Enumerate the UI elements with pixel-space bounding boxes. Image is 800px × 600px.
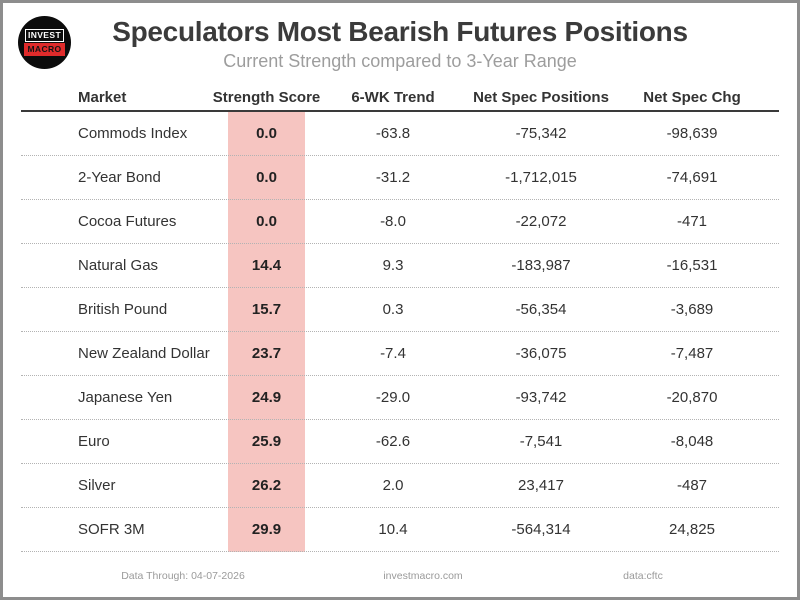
cell-net-spec-positions: -75,342 [515, 125, 567, 142]
cell-net-spec-positions: -183,987 [511, 257, 571, 274]
cell-strength-score: 0.0 [256, 169, 277, 186]
cell-net-spec-positions: 23,417 [518, 477, 564, 494]
futures-table: Market Strength Score 6-WK Trend Net Spe… [21, 84, 779, 552]
cell-net-spec-chg: -16,531 [666, 257, 718, 274]
table-row: 2-Year Bond 0.0 -31.2 -1,712,015 -74,691 [21, 156, 779, 200]
table-row: Euro 25.9 -62.6 -7,541 -8,048 [21, 420, 779, 464]
logo-text-macro: MACRO [24, 43, 65, 56]
cell-net-spec-chg: 24,825 [669, 521, 715, 538]
footer-website: investmacro.com [383, 570, 463, 582]
cell-strength-score: 0.0 [256, 213, 277, 230]
page-title: Speculators Most Bearish Futures Positio… [112, 16, 688, 47]
cell-net-spec-chg: -487 [676, 477, 708, 494]
cell-6wk-trend: 10.4 [378, 521, 408, 538]
column-header-net-spec-chg: Net Spec Chg [643, 88, 741, 106]
cell-net-spec-chg: -74,691 [666, 169, 718, 186]
cell-net-spec-positions: -564,314 [511, 521, 571, 538]
column-header-strength-score: Strength Score [212, 88, 321, 106]
logo-text-invest: INVEST [24, 29, 65, 42]
cell-strength-score: 23.7 [251, 345, 282, 362]
cell-market: Commods Index [78, 125, 188, 142]
cell-6wk-trend: 2.0 [382, 477, 404, 494]
cell-market: Silver [78, 477, 116, 494]
table-header-row: Market Strength Score 6-WK Trend Net Spe… [21, 84, 779, 112]
cell-market: Cocoa Futures [78, 213, 177, 230]
table-row: Natural Gas 14.4 9.3 -183,987 -16,531 [21, 244, 779, 288]
cell-6wk-trend: -62.6 [375, 433, 411, 450]
cell-6wk-trend: -7.4 [380, 345, 406, 362]
column-header-6wk-trend: 6-WK Trend [351, 88, 435, 106]
cell-6wk-trend: 0.3 [382, 301, 404, 318]
cell-net-spec-positions: -93,742 [515, 389, 567, 406]
investmacro-logo-icon: INVEST MACRO [18, 16, 71, 69]
cell-net-spec-positions: -36,075 [515, 345, 567, 362]
cell-net-spec-positions: -22,072 [515, 213, 567, 230]
cell-market: Japanese Yen [78, 389, 173, 406]
table-row: British Pound 15.7 0.3 -56,354 -3,689 [21, 288, 779, 332]
cell-market: Euro [78, 433, 110, 450]
cell-net-spec-positions: -7,541 [519, 433, 563, 450]
cell-strength-score: 29.9 [251, 521, 282, 538]
cell-net-spec-chg: -471 [676, 213, 708, 230]
table-row: SOFR 3M 29.9 10.4 -564,314 24,825 [21, 508, 779, 552]
cell-market: British Pound [78, 301, 168, 318]
cell-net-spec-positions: -1,712,015 [505, 169, 577, 186]
table-body: Commods Index 0.0 -63.8 -75,342 -98,639 2-Yea… [21, 112, 779, 552]
cell-market: Natural Gas [78, 257, 159, 274]
table-row: Cocoa Futures 0.0 -8.0 -22,072 -471 [21, 200, 779, 244]
cell-market: SOFR 3M [78, 521, 145, 538]
page-subtitle: Current Strength compared to 3-Year Rang… [223, 51, 577, 71]
cell-net-spec-chg: -8,048 [670, 433, 714, 450]
footer-data-source: data:cftc [623, 570, 663, 582]
cell-strength-score: 0.0 [256, 125, 277, 142]
strength-score-highlight-band [228, 112, 305, 552]
cell-net-spec-chg: -3,689 [670, 301, 714, 318]
cell-net-spec-positions: -56,354 [515, 301, 567, 318]
cell-market: New Zealand Dollar [78, 345, 210, 362]
cell-6wk-trend: -31.2 [375, 169, 411, 186]
cell-market: 2-Year Bond [78, 169, 161, 186]
cell-net-spec-chg: -7,487 [670, 345, 714, 362]
cell-net-spec-chg: -20,870 [666, 389, 718, 406]
cell-strength-score: 25.9 [251, 433, 282, 450]
cell-6wk-trend: -29.0 [375, 389, 411, 406]
table-row: Silver 26.2 2.0 23,417 -487 [21, 464, 779, 508]
table-row: Japanese Yen 24.9 -29.0 -93,742 -20,870 [21, 376, 779, 420]
cell-net-spec-chg: -98,639 [666, 125, 718, 142]
cell-strength-score: 26.2 [251, 477, 282, 494]
cell-6wk-trend: -8.0 [380, 213, 406, 230]
footer-data-through: Data Through: 04-07-2026 [121, 570, 245, 582]
table-row: Commods Index 0.0 -63.8 -75,342 -98,639 [21, 112, 779, 156]
cell-strength-score: 14.4 [251, 257, 282, 274]
column-header-market: Market [78, 88, 127, 106]
cell-6wk-trend: 9.3 [382, 257, 404, 274]
cell-6wk-trend: -63.8 [375, 125, 411, 142]
table-row: New Zealand Dollar 23.7 -7.4 -36,075 -7,487 [21, 332, 779, 376]
cell-strength-score: 15.7 [251, 301, 282, 318]
column-header-net-spec-positions: Net Spec Positions [473, 88, 609, 106]
cell-strength-score: 24.9 [251, 389, 282, 406]
